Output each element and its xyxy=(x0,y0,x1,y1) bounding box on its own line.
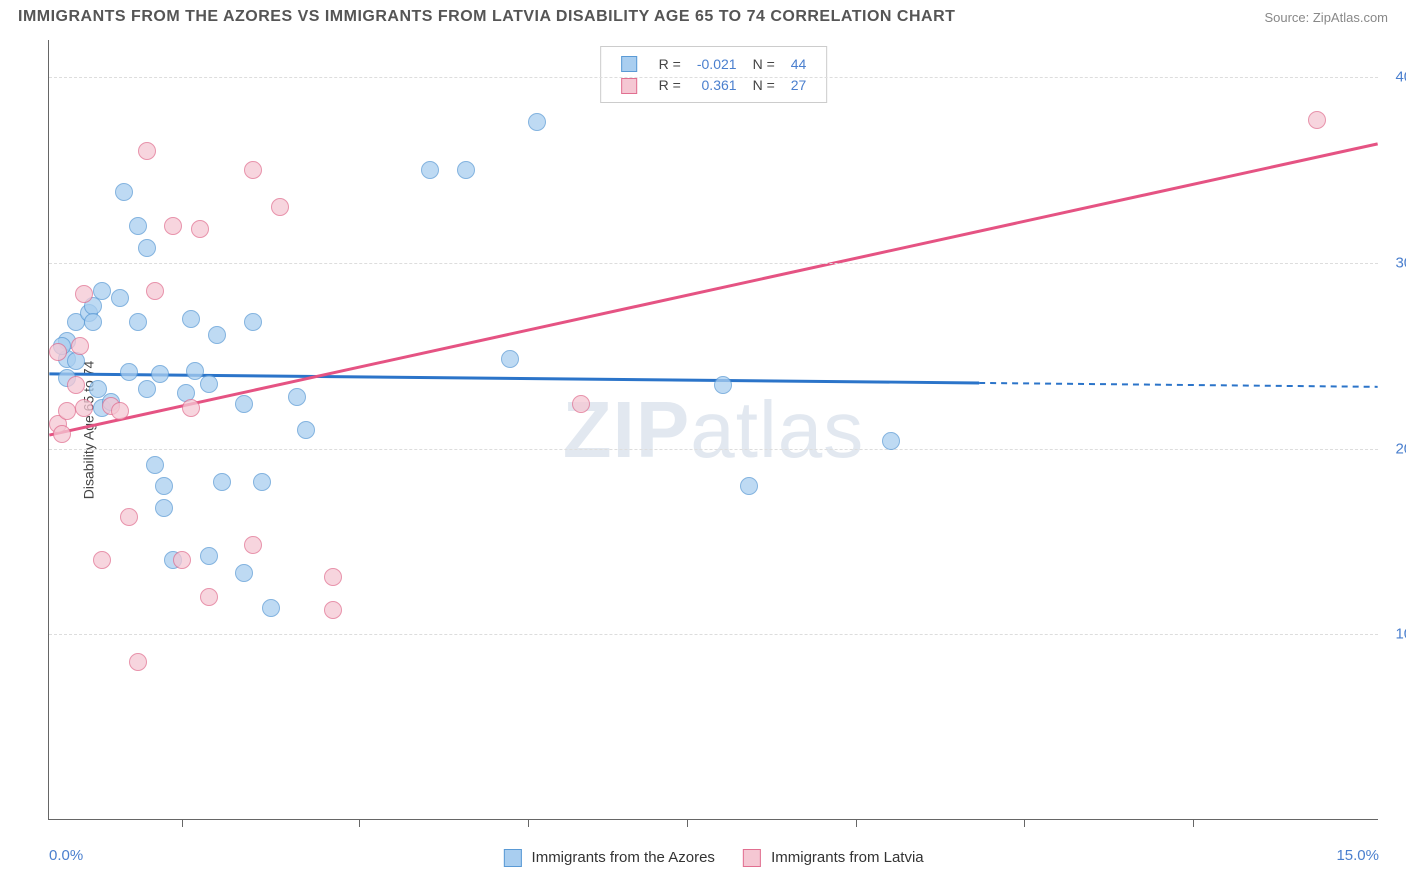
data-point xyxy=(138,142,156,160)
data-point xyxy=(288,388,306,406)
legend-stats: R =-0.021N =44R =0.361N =27 xyxy=(600,46,828,103)
data-point xyxy=(120,363,138,381)
data-point xyxy=(235,395,253,413)
data-point xyxy=(324,601,342,619)
data-point xyxy=(53,425,71,443)
data-point xyxy=(146,456,164,474)
chart-title: IMMIGRANTS FROM THE AZORES VS IMMIGRANTS… xyxy=(18,8,955,26)
data-point xyxy=(146,282,164,300)
x-tick-label: 0.0% xyxy=(49,847,83,864)
data-point xyxy=(129,217,147,235)
data-point xyxy=(271,198,289,216)
data-point xyxy=(75,285,93,303)
data-point xyxy=(93,282,111,300)
x-tick xyxy=(359,819,360,827)
data-point xyxy=(49,343,67,361)
data-point xyxy=(115,183,133,201)
data-point xyxy=(244,161,262,179)
data-point xyxy=(262,599,280,617)
data-point xyxy=(501,350,519,368)
data-point xyxy=(111,402,129,420)
data-point xyxy=(421,161,439,179)
data-point xyxy=(155,499,173,517)
legend-series: Immigrants from the Azores Immigrants fr… xyxy=(503,849,923,867)
data-point xyxy=(164,217,182,235)
watermark: ZIPatlas xyxy=(563,384,864,476)
data-point xyxy=(1308,111,1326,129)
gridline-h xyxy=(49,263,1378,264)
data-point xyxy=(457,161,475,179)
x-tick xyxy=(1024,819,1025,827)
gridline-h xyxy=(49,634,1378,635)
data-point xyxy=(191,220,209,238)
data-point xyxy=(182,310,200,328)
chart-plot-area: ZIPatlas Disability Age 65 to 74 R =-0.0… xyxy=(48,40,1378,820)
x-tick xyxy=(1193,819,1194,827)
data-point xyxy=(200,588,218,606)
data-point xyxy=(58,402,76,420)
data-point xyxy=(297,421,315,439)
data-point xyxy=(200,547,218,565)
data-point xyxy=(138,380,156,398)
legend-item: Immigrants from Latvia xyxy=(743,849,924,867)
y-tick-label: 20.0% xyxy=(1395,440,1406,457)
x-tick xyxy=(687,819,688,827)
source-label: Source: ZipAtlas.com xyxy=(1264,10,1388,25)
x-tick xyxy=(856,819,857,827)
gridline-h xyxy=(49,449,1378,450)
data-point xyxy=(253,473,271,491)
data-point xyxy=(155,477,173,495)
regression-lines xyxy=(49,40,1378,819)
legend-stat-row: R =-0.021N =44 xyxy=(613,53,815,74)
data-point xyxy=(173,551,191,569)
data-point xyxy=(213,473,231,491)
y-tick-label: 30.0% xyxy=(1395,254,1406,271)
data-point xyxy=(84,313,102,331)
x-tick xyxy=(182,819,183,827)
data-point xyxy=(528,113,546,131)
data-point xyxy=(324,568,342,586)
x-tick-label: 15.0% xyxy=(1336,847,1379,864)
data-point xyxy=(182,399,200,417)
data-point xyxy=(75,399,93,417)
data-point xyxy=(111,289,129,307)
legend-item: Immigrants from the Azores xyxy=(503,849,715,867)
data-point xyxy=(235,564,253,582)
data-point xyxy=(244,313,262,331)
data-point xyxy=(138,239,156,257)
data-point xyxy=(572,395,590,413)
y-tick-label: 40.0% xyxy=(1395,69,1406,86)
data-point xyxy=(740,477,758,495)
x-tick xyxy=(528,819,529,827)
data-point xyxy=(714,376,732,394)
data-point xyxy=(71,337,89,355)
data-point xyxy=(120,508,138,526)
data-point xyxy=(129,653,147,671)
data-point xyxy=(244,536,262,554)
data-point xyxy=(129,313,147,331)
data-point xyxy=(200,375,218,393)
data-point xyxy=(208,326,226,344)
y-tick-label: 10.0% xyxy=(1395,626,1406,643)
data-point xyxy=(882,432,900,450)
data-point xyxy=(151,365,169,383)
data-point xyxy=(93,551,111,569)
gridline-h xyxy=(49,77,1378,78)
data-point xyxy=(67,376,85,394)
